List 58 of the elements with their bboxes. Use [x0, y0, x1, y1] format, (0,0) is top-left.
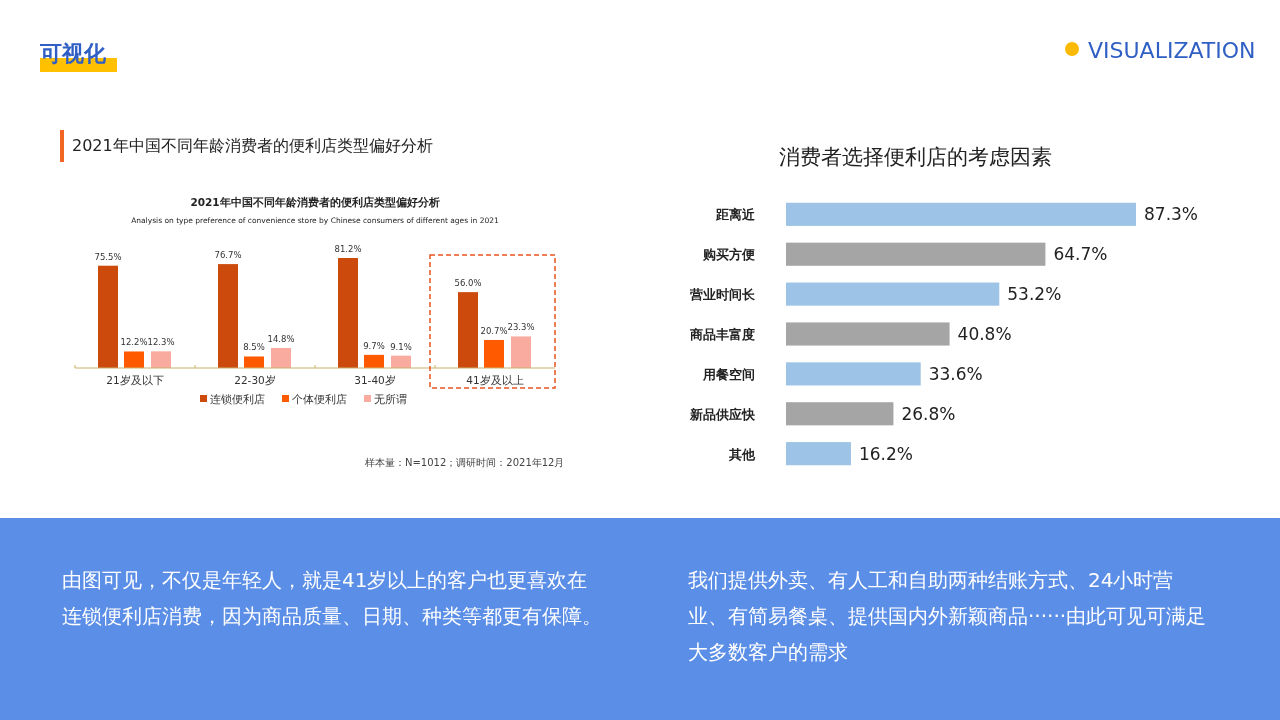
bar	[151, 351, 171, 368]
bar	[271, 347, 291, 368]
bar	[786, 242, 1046, 266]
data-label: 12.3%	[147, 337, 175, 348]
bar	[786, 322, 950, 346]
bar	[244, 356, 264, 368]
text: 我们提供外卖、有人工和自助两种结账方式、24小时营业、有简易餐桌、提供国内外新颖商品······由此可见可满足大多数客户的需求	[688, 567, 1208, 666]
y-tick-label: 营业时间长	[689, 287, 756, 303]
bar	[511, 336, 531, 368]
data-label: 33.6%	[928, 363, 983, 384]
data-label: 75.5%	[94, 251, 122, 262]
y-tick-label: 用餐空间	[702, 366, 755, 382]
data-label: 23.3%	[507, 322, 535, 333]
data-label: 64.7%	[1053, 244, 1108, 265]
bar	[786, 402, 894, 426]
x-tick-label: 21岁及以下	[106, 374, 164, 386]
bar	[338, 258, 358, 368]
chart-title: 2021年中国不同年龄消费者的便利店类型偏好分析	[72, 136, 433, 155]
bar	[98, 265, 118, 368]
bar	[124, 351, 144, 368]
y-tick-label: 其他	[728, 446, 756, 462]
bar	[484, 339, 504, 368]
data-label: 56.0%	[454, 278, 482, 289]
text: VISUALIZATION	[1088, 38, 1256, 63]
data-label: 14.8%	[267, 333, 295, 344]
data-label: 76.7%	[214, 250, 242, 261]
x-tick-label: 41岁及以上	[466, 374, 524, 386]
legend-label: 无所谓	[374, 393, 407, 405]
bar	[786, 282, 1000, 306]
data-label: 53.2%	[1007, 284, 1062, 305]
data-label: 40.8%	[957, 324, 1012, 344]
y-tick-label: 商品丰富度	[689, 327, 755, 342]
data-label: 20.7%	[480, 325, 508, 336]
legend-label: 个体便利店	[292, 393, 347, 405]
text: 样本量：N=1012；调研时间：2021年12月	[365, 457, 565, 468]
text: 由图可见，不仅是年轻人，就是41岁以上的客户也更喜欢在连锁便利店消费，因为商品质量、日期、种类等都更有保障。	[62, 567, 603, 630]
bar	[786, 362, 921, 386]
data-label: 26.8%	[901, 403, 956, 424]
bar	[218, 264, 238, 368]
chart-title: 消费者选择便利店的考虑因素	[778, 145, 1052, 169]
x-tick-label: 22-30岁	[234, 374, 276, 386]
bar	[458, 292, 478, 368]
data-label: 87.3%	[1144, 204, 1199, 225]
data-label: 16.2%	[858, 443, 913, 464]
y-tick-label: 购买方便	[702, 247, 755, 263]
data-label: 8.5%	[243, 342, 265, 353]
y-tick-label: 新品供应快	[689, 406, 756, 422]
bar	[786, 202, 1136, 226]
data-label: 9.7%	[363, 340, 385, 351]
data-label: 12.2%	[120, 337, 148, 348]
bar	[364, 354, 384, 368]
data-label: 9.1%	[390, 341, 412, 352]
y-tick-label: 距离近	[715, 207, 756, 223]
text: 2021年中国不同年龄消费者的便利店类型偏好分析	[190, 196, 440, 208]
data-label: 81.2%	[334, 244, 362, 254]
legend-label: 连锁便利店	[210, 393, 265, 405]
x-tick-label: 31-40岁	[354, 374, 396, 386]
bar	[786, 442, 851, 466]
